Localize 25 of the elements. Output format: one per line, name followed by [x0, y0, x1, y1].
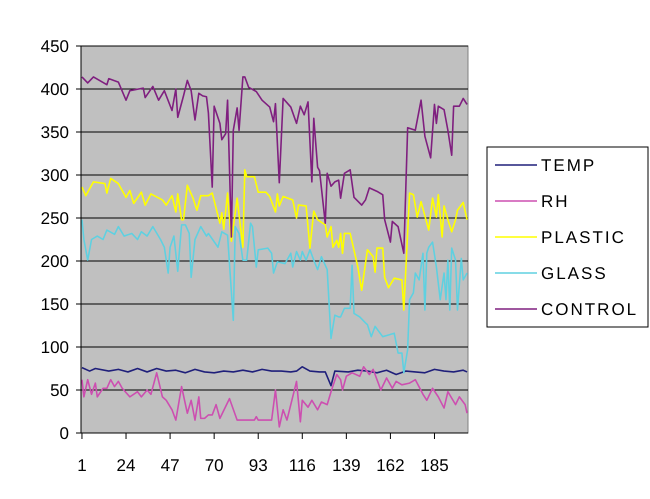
legend-label: RH	[541, 192, 570, 211]
x-tick-label: 139	[332, 456, 361, 475]
legend-label: CONTROL	[541, 300, 638, 319]
line-series	[81, 366, 468, 386]
x-tick-label: 185	[420, 456, 449, 475]
x-tick-label: 47	[160, 456, 180, 475]
y-tick-label: 350	[40, 122, 69, 142]
legend-label: PLASTIC	[541, 228, 626, 247]
y-tick-label: 450	[40, 36, 69, 56]
x-tick-label: 162	[376, 456, 405, 475]
legend-label: TEMP	[541, 156, 596, 175]
y-tick-label: 300	[40, 166, 69, 185]
x-tick-label: 93	[248, 456, 268, 475]
y-tick-label: 50	[50, 380, 69, 400]
y-tick-label: 0	[60, 424, 69, 443]
x-tick-label: 116	[288, 456, 316, 475]
y-tick-label: 150	[40, 294, 69, 314]
y-tick-label: 100	[40, 338, 69, 357]
y-tick-label: 250	[40, 208, 69, 228]
legend-label: GLASS	[541, 264, 608, 283]
x-tick-label: 70	[204, 456, 224, 475]
x-tick-label: 1	[77, 456, 87, 475]
y-tick-label: 400	[40, 80, 69, 99]
y-tick-label: 200	[40, 252, 69, 271]
x-tick-label: 24	[116, 456, 136, 475]
